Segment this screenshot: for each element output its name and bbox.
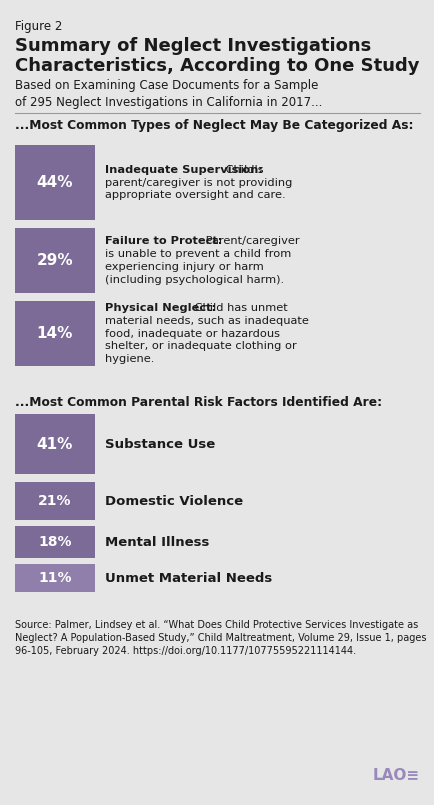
- Text: ...Most Common Parental Risk Factors Identified Are:: ...Most Common Parental Risk Factors Ide…: [15, 396, 381, 409]
- Bar: [15, 145, 95, 220]
- Text: hygiene.: hygiene.: [105, 354, 154, 364]
- Text: experiencing injury or harm: experiencing injury or harm: [105, 262, 263, 272]
- Text: 41%: 41%: [37, 436, 73, 452]
- Bar: [15, 564, 95, 592]
- Text: Substance Use: Substance Use: [105, 437, 215, 451]
- Text: 29%: 29%: [36, 253, 73, 268]
- Text: 11%: 11%: [38, 571, 72, 585]
- Text: 14%: 14%: [37, 326, 73, 341]
- Text: is unable to prevent a child from: is unable to prevent a child from: [105, 249, 291, 259]
- Text: 21%: 21%: [38, 494, 72, 508]
- Bar: [15, 482, 95, 520]
- Text: (including psychological harm).: (including psychological harm).: [105, 275, 283, 284]
- Bar: [15, 301, 95, 366]
- Text: Mental Illness: Mental Illness: [105, 535, 209, 548]
- Text: LAO≡: LAO≡: [372, 768, 419, 783]
- Text: ...Most Common Types of Neglect May Be Categorized As:: ...Most Common Types of Neglect May Be C…: [15, 119, 413, 132]
- Text: Unmet Material Needs: Unmet Material Needs: [105, 572, 272, 584]
- Text: Summary of Neglect Investigations: Summary of Neglect Investigations: [15, 37, 370, 55]
- Text: Domestic Violence: Domestic Violence: [105, 494, 243, 507]
- Text: Child has unmet: Child has unmet: [191, 303, 287, 313]
- Text: Child's: Child's: [221, 165, 263, 175]
- Text: Figure 2: Figure 2: [15, 20, 62, 33]
- Text: 18%: 18%: [38, 535, 72, 549]
- Bar: [15, 228, 95, 293]
- Text: shelter, or inadequate clothing or: shelter, or inadequate clothing or: [105, 341, 296, 351]
- Text: Failure to Protect:: Failure to Protect:: [105, 237, 222, 246]
- Bar: [15, 526, 95, 558]
- Text: material needs, such as inadequate: material needs, such as inadequate: [105, 316, 308, 326]
- Text: Characteristics, According to One Study: Characteristics, According to One Study: [15, 57, 418, 75]
- Text: Parent/caregiver: Parent/caregiver: [201, 237, 299, 246]
- Text: Inadequate Supervision:: Inadequate Supervision:: [105, 165, 263, 175]
- Text: Physical Neglect:: Physical Neglect:: [105, 303, 216, 313]
- Text: Based on Examining Case Documents for a Sample
of 295 Neglect Investigations in : Based on Examining Case Documents for a …: [15, 79, 322, 109]
- Text: food, inadequate or hazardous: food, inadequate or hazardous: [105, 328, 279, 338]
- Text: 44%: 44%: [36, 175, 73, 190]
- Text: Source: Palmer, Lindsey et al. “What Does Child Protective Services Investigate : Source: Palmer, Lindsey et al. “What Doe…: [15, 620, 425, 656]
- Text: parent/caregiver is not providing: parent/caregiver is not providing: [105, 177, 292, 188]
- Text: appropriate oversight and care.: appropriate oversight and care.: [105, 190, 285, 200]
- Bar: [15, 414, 95, 474]
